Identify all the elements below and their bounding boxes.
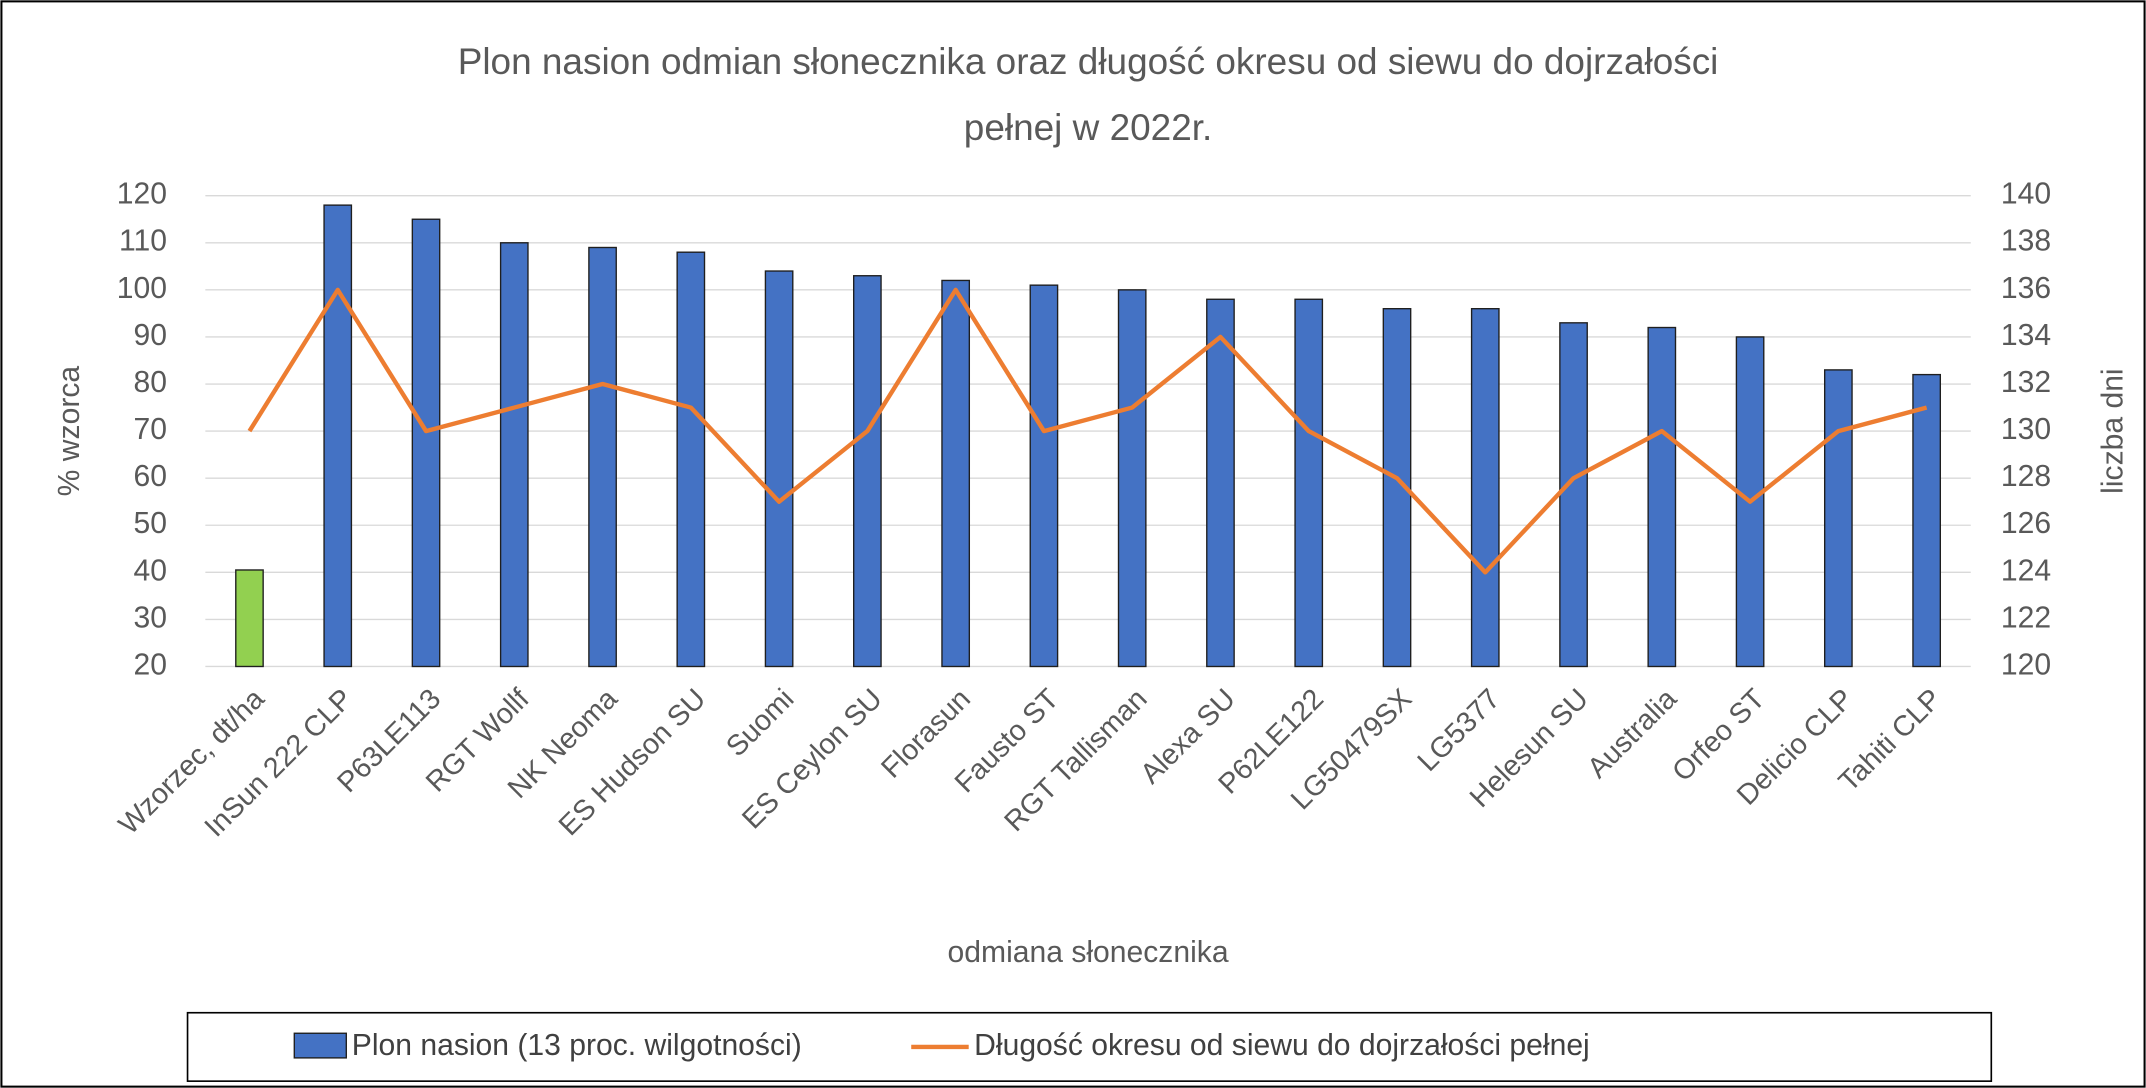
bar — [1029, 284, 1059, 668]
y-tick-label: 30 — [134, 601, 167, 634]
y2-tick-label: 138 — [2001, 225, 2051, 258]
bar — [499, 242, 529, 668]
line — [247, 287, 1928, 575]
bar — [588, 246, 617, 668]
y2-tick-label: 132 — [2001, 366, 2051, 399]
bar — [1912, 373, 1942, 668]
y-tick-label: 70 — [134, 413, 167, 446]
y-tick-label: 60 — [134, 460, 167, 493]
bar — [764, 270, 794, 668]
x-axis-label: odmiana słonecznika — [948, 936, 1229, 969]
y2-tick-label: 140 — [2001, 178, 2051, 211]
bar — [235, 569, 264, 668]
y2-tick-label: 130 — [2001, 413, 2051, 446]
y-tick-label: 100 — [117, 272, 167, 305]
bar — [1647, 326, 1677, 668]
y-axis-label: % wzorca — [53, 366, 86, 497]
y-tick-label: 90 — [134, 319, 167, 352]
y2-tick-label: 136 — [2001, 272, 2051, 305]
y-tick-label: 120 — [117, 178, 167, 211]
y2-tick-label: 120 — [2001, 648, 2051, 681]
y2-tick-label: 134 — [2001, 319, 2051, 352]
legend-label: Plon nasion (13 proc. wilgotności) — [352, 1029, 802, 1062]
legend-label: Długość okresu od siewu do dojrzałości p… — [974, 1029, 1590, 1062]
bar — [676, 251, 706, 668]
bar — [411, 218, 441, 668]
y-tick-label: 20 — [134, 648, 167, 681]
bar — [323, 204, 353, 668]
y2-axis-label: liczba dni — [2096, 368, 2129, 493]
chart-title: pełnej w 2022r. — [964, 107, 1212, 148]
chart-title: Plon nasion odmian słonecznika oraz dług… — [458, 41, 1719, 82]
y2-tick-label: 122 — [2001, 601, 2051, 634]
y2-tick-label: 128 — [2001, 460, 2051, 493]
y-tick-label: 110 — [119, 225, 167, 258]
y-tick-label: 40 — [134, 554, 167, 587]
y2-tick-label: 124 — [2001, 554, 2051, 587]
bar — [1206, 298, 1235, 668]
bar — [1470, 308, 1500, 668]
bar — [941, 279, 971, 668]
bar — [1294, 298, 1324, 668]
bar — [1559, 322, 1588, 668]
y-tick-label: 80 — [134, 366, 167, 399]
legend-swatch — [293, 1032, 347, 1059]
bar — [853, 275, 882, 668]
bar — [1823, 369, 1853, 668]
y-tick-label: 50 — [134, 507, 167, 540]
bar — [1117, 289, 1147, 668]
y2-tick-label: 126 — [2001, 507, 2051, 540]
legend-box — [186, 1011, 1993, 1082]
